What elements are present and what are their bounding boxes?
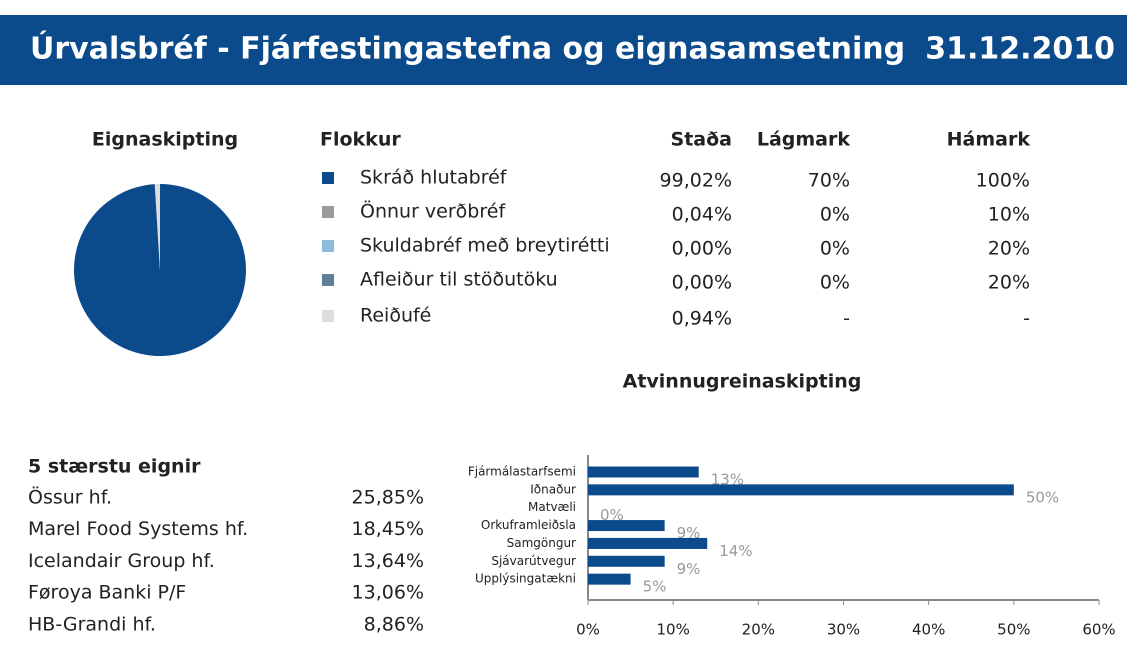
header-bar xyxy=(0,15,1127,85)
table-cell: 70% xyxy=(808,170,850,192)
legend-swatch xyxy=(322,274,334,286)
legend-swatch xyxy=(322,172,334,184)
table-cell: 0% xyxy=(820,238,850,260)
holding-name: Össur hf. xyxy=(28,486,112,509)
table-cell: 0,00% xyxy=(672,238,732,260)
holding-name: Føroya Banki P/F xyxy=(28,582,186,604)
holding-value: 8,86% xyxy=(364,613,424,635)
value-label: 50% xyxy=(1026,488,1059,506)
legend-swatch xyxy=(322,206,334,218)
holding-name: Marel Food Systems hf. xyxy=(28,518,248,540)
value-label: 13% xyxy=(711,471,744,489)
category-label: Sjávarútvegur xyxy=(491,554,576,568)
table-cell: 0,04% xyxy=(672,204,732,226)
table-cell: 10% xyxy=(988,204,1030,226)
value-label: 14% xyxy=(719,542,752,560)
category-label: Orkuframleiðsla xyxy=(481,518,576,532)
table-cell: 99,02% xyxy=(660,170,732,192)
bar-title: Atvinnugreinaskipting xyxy=(623,371,862,393)
table-cell: 20% xyxy=(988,272,1030,294)
pie-slice xyxy=(154,184,160,270)
category-label: Fjármálastarfsemi xyxy=(468,465,576,479)
table-cell: 20% xyxy=(988,238,1030,260)
bar xyxy=(588,537,708,549)
x-tick-label: 20% xyxy=(742,621,775,639)
holding-name: HB-Grandi hf. xyxy=(28,613,156,635)
legend-label: Reiðufé xyxy=(360,305,431,327)
pie-slice xyxy=(154,184,160,270)
legend-label: Önnur verðbréf xyxy=(360,200,506,223)
holding-value: 18,45% xyxy=(352,518,424,540)
legend-label: Afleiður til stöðutöku xyxy=(360,269,558,291)
header-title: Úrvalsbréf - Fjárfestingastefna og eigna… xyxy=(30,30,905,67)
legend-swatch xyxy=(322,240,334,252)
legend-label: Skuldabréf með breytirétti xyxy=(360,235,610,257)
bar xyxy=(588,484,1014,496)
legend-label: Skráð hlutabréf xyxy=(360,167,508,189)
category-label: Upplýsingatækni xyxy=(475,572,576,586)
bar xyxy=(588,555,665,567)
table-cell: 0% xyxy=(820,272,850,294)
legend-swatch xyxy=(322,310,334,322)
x-tick-label: 50% xyxy=(997,621,1030,639)
pie-title: Eignaskipting xyxy=(92,129,238,151)
category-label: Matvæli xyxy=(528,500,576,514)
value-label: 9% xyxy=(677,560,701,578)
holding-value: 25,85% xyxy=(352,487,424,509)
value-label: 0% xyxy=(600,506,624,524)
x-tick-label: 30% xyxy=(827,621,860,639)
x-tick-label: 0% xyxy=(576,621,600,639)
x-tick-label: 60% xyxy=(1082,621,1115,639)
holdings-title: 5 stærstu eignir xyxy=(28,456,201,478)
table-cell: - xyxy=(1023,308,1030,330)
table-header: Hámark xyxy=(947,129,1031,151)
table-cell: - xyxy=(843,308,850,330)
table-cell: 0,00% xyxy=(672,272,732,294)
table-cell: 0,94% xyxy=(672,308,732,330)
x-tick-label: 10% xyxy=(656,621,689,639)
category-label: Iðnaður xyxy=(530,482,576,496)
table-cell: 0% xyxy=(820,204,850,226)
value-label: 9% xyxy=(677,524,701,542)
table-header: Flokkur xyxy=(320,129,401,151)
x-tick-label: 40% xyxy=(912,621,945,639)
bar xyxy=(588,573,631,585)
table-header: Lágmark xyxy=(757,129,851,151)
header-date: 31.12.2010 xyxy=(925,32,1115,67)
pie-slice xyxy=(73,184,246,356)
holding-value: 13,64% xyxy=(352,550,424,572)
bar xyxy=(588,520,665,532)
category-label: Samgöngur xyxy=(507,536,576,550)
value-label: 5% xyxy=(643,578,667,596)
holding-name: Icelandair Group hf. xyxy=(28,550,215,572)
table-cell: 100% xyxy=(976,170,1030,192)
table-header: Staða xyxy=(671,129,732,151)
bar xyxy=(588,466,699,478)
holding-value: 13,06% xyxy=(352,582,424,604)
